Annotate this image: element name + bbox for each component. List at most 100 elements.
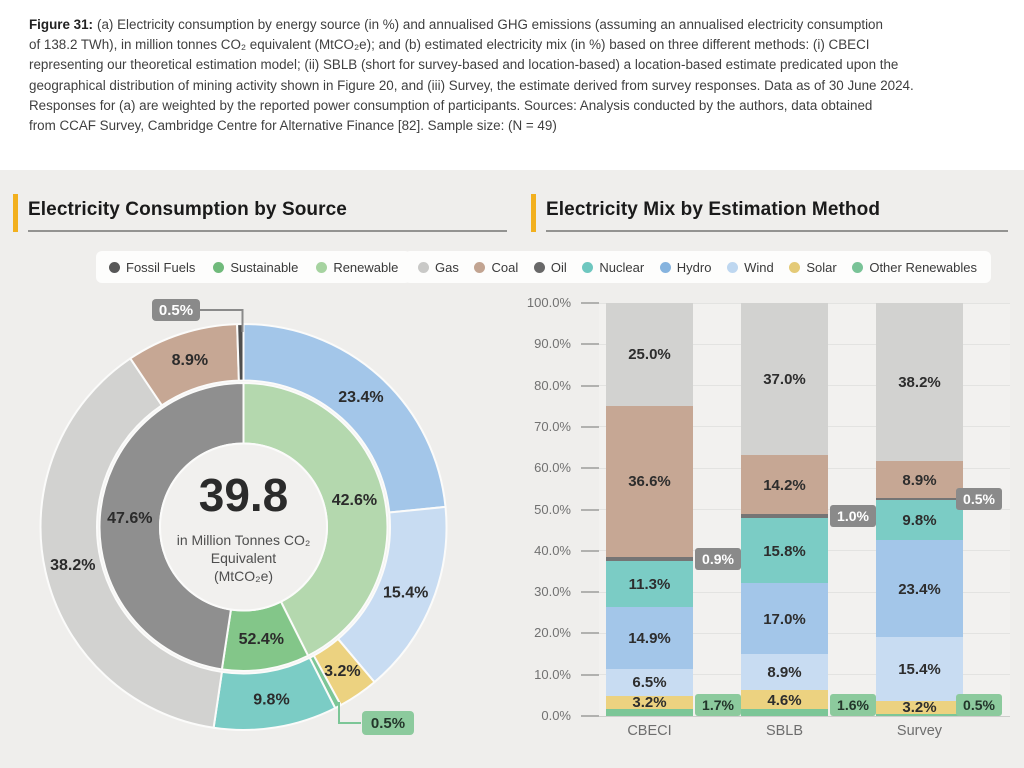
bar-sblb-callout-oil: 1.0% xyxy=(830,505,876,528)
bar-sblb-segment-other-renewables xyxy=(741,709,828,716)
legend-label: Oil xyxy=(550,259,567,275)
bar-sblb-segment-oil xyxy=(741,514,828,519)
bar-segment-label: 11.3% xyxy=(628,576,671,594)
donut-center-circle xyxy=(159,442,328,612)
y-axis-tick xyxy=(581,508,599,511)
hydro-legend-dot xyxy=(659,261,671,273)
left-panel-accent-bar xyxy=(13,194,18,232)
y-axis-label: 100.0% xyxy=(526,295,571,310)
y-axis-tick xyxy=(581,425,599,428)
y-axis-tick xyxy=(581,549,599,552)
bar-chart-y-axis: 0.0% 10.0% 20.0% 30.0% 40.0% 50.0% 60.0% 70.0% 8… xyxy=(480,295,571,723)
donut-chart: 23.4% 15.4% 3.2% 9.8% 38.2% 8.9% 42.6% 52.4% 47.… xyxy=(39,299,448,735)
y-axis-tick xyxy=(581,632,599,635)
y-axis-label: 50.0% xyxy=(534,501,571,517)
bar-cbeci-segment-solar: 3.2% xyxy=(606,695,693,710)
caption-line: of 138.2 TWh), in million tonnes CO₂ equ… xyxy=(29,37,870,53)
other-renewables-legend-dot xyxy=(852,261,864,273)
bar-cbeci-segment-nuclear: 11.3% xyxy=(606,560,693,608)
bar-cbeci-segment-coal: 36.6% xyxy=(606,405,693,557)
source-legend-item-renewable: Renewable xyxy=(316,260,398,275)
bar-survey-callout-other-renewables: 0.5% xyxy=(956,694,1002,716)
bar-survey-segment-other-renewables xyxy=(876,713,963,716)
y-axis-label: 20.0% xyxy=(534,625,571,641)
x-axis-label-survey: Survey xyxy=(896,723,943,739)
source-legend-item-sustainable: Sustainable xyxy=(213,260,298,275)
energy-legend-item-other-renewables: Other Renewables xyxy=(852,260,977,275)
donut-label-gas: 38.2% xyxy=(50,557,95,574)
y-axis-label: 70.0% xyxy=(534,418,571,434)
bar-cbeci-segment-oil xyxy=(606,557,693,561)
emissions-unit-line: (MtCO₂e) xyxy=(214,568,273,584)
bar-segment-label: 3.2% xyxy=(902,699,937,717)
bar-sblb-segment-solar: 4.6% xyxy=(741,690,828,710)
bar-cbeci-segment-other-renewables xyxy=(606,708,693,716)
bar-segment-label: 15.4% xyxy=(898,660,941,678)
bar-segment-label: 8.9% xyxy=(767,664,802,682)
right-panel-accent-bar xyxy=(531,194,536,232)
oil-callout-box xyxy=(152,299,200,321)
oil-legend-dot xyxy=(533,261,545,273)
emissions-unit-line: Equivalent xyxy=(211,550,276,566)
energy-type-legend: Gas Coal Oil Nuclear Hydro Wind Solar Other Ren… xyxy=(404,251,991,283)
donut-outer-segment-gas xyxy=(39,357,223,729)
bar-segment-label: 6.5% xyxy=(632,674,667,692)
legend-label: Wind xyxy=(744,259,774,275)
bar-sblb-segment-gas: 37.0% xyxy=(741,302,828,456)
donut-label-nuclear: 9.8% xyxy=(253,691,289,708)
bar-cbeci-segment-wind: 6.5% xyxy=(606,668,693,696)
bar-survey-segment-solar: 3.2% xyxy=(876,699,963,717)
y-axis-label: 80.0% xyxy=(534,377,571,393)
source-legend-item-fossil-fuels: Fossil Fuels xyxy=(109,260,195,275)
source-legend: Fossil Fuels Sustainable Renewable xyxy=(96,251,412,283)
legend-label: Gas xyxy=(435,259,459,275)
bar-survey-segment-nuclear: 9.8% xyxy=(876,500,963,541)
energy-legend-item-wind: Wind xyxy=(727,260,774,275)
y-axis-tick xyxy=(581,384,599,387)
legend-label: Fossil Fuels xyxy=(126,259,196,275)
bar-segment-label: 25.0% xyxy=(628,346,671,364)
energy-legend-item-hydro: Hydro xyxy=(659,259,712,275)
left-title-rule xyxy=(28,230,507,232)
donut-label-solar: 3.2% xyxy=(324,663,360,680)
nuclear-legend-dot xyxy=(582,261,594,273)
energy-legend-item-oil: Oil xyxy=(533,259,567,275)
oil-callout-line xyxy=(200,309,244,332)
y-axis-tick xyxy=(581,715,599,717)
right-title-rule xyxy=(546,230,1008,232)
legend-label: Nuclear xyxy=(599,259,645,275)
legend-label: Hydro xyxy=(676,259,712,275)
bar-sblb-segment-hydro: 17.0% xyxy=(741,583,828,654)
y-axis-label: 90.0% xyxy=(534,336,571,352)
bar-survey-segment-hydro: 23.4% xyxy=(876,540,963,638)
bar-cbeci-segment-hydro: 14.9% xyxy=(606,607,693,669)
bar-segment-label: 37.0% xyxy=(763,371,806,388)
bar-survey-callout-oil: 0.5% xyxy=(956,487,1002,510)
y-axis-tick xyxy=(581,591,599,594)
coal-legend-dot xyxy=(474,261,486,273)
caption-figure-label: Figure 31: xyxy=(29,17,93,32)
renewable-legend-dot xyxy=(316,261,328,273)
caption-line: Figure 31: (a) Electricity consumption by… xyxy=(29,17,883,32)
wind-legend-dot xyxy=(727,261,739,273)
bar-survey-segment-wind: 15.4% xyxy=(876,637,963,701)
legend-label: Sustainable xyxy=(230,259,299,275)
donut-label-hydro: 23.4% xyxy=(338,389,383,406)
y-axis-label: 0.0% xyxy=(541,708,571,723)
caption-line: geographical distribution of mining acti… xyxy=(29,77,914,93)
oil-callout-label: 0.5% xyxy=(159,302,193,319)
other-renewables-callout-line xyxy=(338,702,361,724)
y-axis-tick xyxy=(581,302,599,304)
x-axis-label-cbeci: CBECI xyxy=(627,723,672,739)
y-axis-tick xyxy=(581,673,599,676)
stacked-bar-chart: 3.2% 6.5% 14.9% 11.3% 36.6% 25.0% 1.7% 0.9% CBEC… xyxy=(575,302,1010,739)
bar-segment-label: 23.4% xyxy=(898,580,941,598)
energy-legend-item-nuclear: Nuclear xyxy=(582,260,644,275)
y-axis-tick xyxy=(581,343,599,346)
legend-label: Other Renewables xyxy=(869,259,977,275)
y-axis-label: 10.0% xyxy=(534,666,571,682)
donut-label-wind: 15.4% xyxy=(383,584,428,601)
x-axis-label-sblb: SBLB xyxy=(765,723,804,739)
y-axis-label: 60.0% xyxy=(534,460,571,476)
bar-segment-label: 15.8% xyxy=(763,542,806,560)
